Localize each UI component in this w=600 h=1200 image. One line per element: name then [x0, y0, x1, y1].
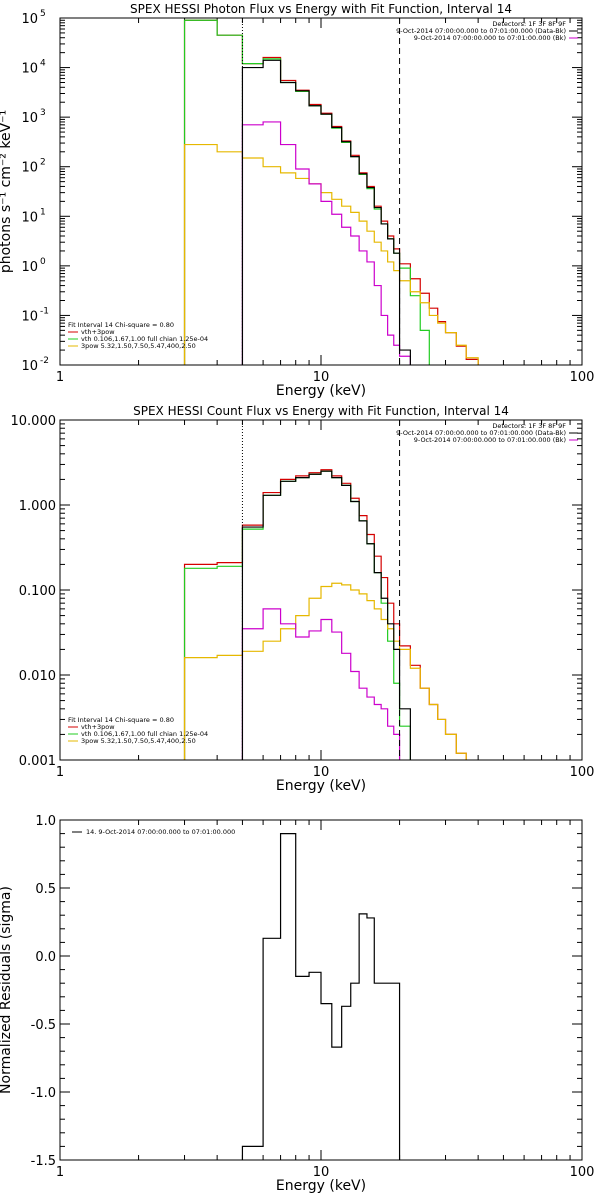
y-tick-base: 10: [21, 161, 38, 176]
chart-1: SPEX HESSI Photon Flux vs Energy with Fi…: [0, 2, 595, 399]
y-tick-label: 0.100: [19, 584, 56, 599]
legend-entry: 3pow 5.32,1.50,7.50,5.47,400,2.50: [81, 342, 196, 350]
chart-title: SPEX HESSI Photon Flux vs Energy with Fi…: [130, 2, 512, 16]
y-tick-exponent: 5: [40, 9, 46, 19]
y-tick-label: 10: [21, 309, 38, 324]
x-axis-label: Energy (keV): [276, 778, 366, 794]
x-tick-label: 100: [570, 370, 595, 385]
legend-entry: 9-Oct-2014 07:00:00.000 to 07:01:00.000 …: [414, 436, 566, 444]
legend-entry: 14. 9-Oct-2014 07:00:00.000 to 07:01:00.…: [86, 828, 235, 836]
y-tick-base: 10: [21, 62, 38, 77]
y-tick-label: -1.0: [31, 1086, 56, 1101]
y-tick-exponent: -2: [40, 356, 49, 366]
y-tick-base: 10: [21, 12, 38, 27]
legend-entry: 9-Oct-2014 07:00:00.000 to 07:01:00.000 …: [396, 429, 566, 437]
x-tick-label: 10: [313, 765, 330, 780]
legend-entry: Detectors: 1F 3F 8F 9F: [492, 20, 566, 28]
legend-entry: 9-Oct-2014 07:00:00.000 to 07:01:00.000 …: [396, 27, 566, 35]
legend-entry: vth 0.106,1.67,1.00 full chian 1.25e-04: [81, 335, 208, 343]
y-tick-label: -1.5: [31, 1154, 56, 1169]
x-tick-label: 1: [56, 370, 64, 385]
series-group: [183, 469, 467, 760]
x-axis-label: Energy (keV): [276, 383, 366, 399]
y-tick-label: 10: [21, 111, 38, 126]
legend-entry: Fit Interval 14 Chi-square = 0.80: [68, 716, 174, 724]
plot-frame: [59, 17, 583, 366]
legend-entry: Detectors: 1F 3F 8F 9F: [492, 422, 566, 430]
series-group: [183, 19, 479, 365]
y-tick-label: 0.001: [19, 754, 56, 769]
plot-frame: [59, 819, 583, 1161]
legend-entry: vth 0.106,1.67,1.00 full chian 1.25e-04: [81, 730, 208, 738]
y-tick-label: 10: [21, 210, 38, 225]
y-tick-exponent: 1: [40, 207, 46, 217]
y-tick-label: 10: [21, 260, 38, 275]
legend-entry: vth+3pow: [81, 328, 115, 336]
y-tick-label: 10: [21, 62, 38, 77]
x-tick-label: 10: [313, 370, 330, 385]
y-tick-exponent: 2: [40, 158, 46, 168]
y-tick-label: -0.5: [31, 1018, 56, 1033]
y-tick-label: 0.0: [35, 950, 56, 965]
y-tick-base: 10: [21, 309, 38, 324]
y-tick-base: 10: [21, 359, 38, 374]
x-tick-label: 100: [570, 765, 595, 780]
series-line-2: [183, 470, 411, 760]
series-line-4: [241, 608, 401, 760]
y-tick-base: 10: [21, 210, 38, 225]
series-line-5: [241, 59, 411, 365]
y-tick-label: 1.0: [35, 814, 56, 829]
y-tick-exponent: 4: [40, 59, 46, 69]
x-tick-label: 1: [56, 1165, 64, 1180]
y-tick-label: 0.5: [35, 882, 56, 897]
legend-entry: vth+3pow: [81, 723, 115, 731]
legend-entry: 3pow 5.32,1.50,7.50,5.47,400,2.50: [81, 737, 196, 745]
y-tick-label: 1.000: [19, 499, 56, 514]
y-tick-label: 10: [21, 359, 38, 374]
chart-3: 1 10 100 1.0 0.5 0.0 -0.5 -1.0 -1.5 Energy (keV) N…: [0, 814, 594, 1194]
chart-title: SPEX HESSI Count Flux vs Energy with Fit…: [133, 404, 509, 418]
series-line-3: [183, 143, 479, 365]
series-line-5: [241, 470, 411, 760]
y-tick-label: 0.010: [19, 669, 56, 684]
series-line-3: [183, 582, 467, 760]
series-line-1: [183, 469, 467, 760]
y-tick-exponent: 3: [40, 108, 46, 118]
y-tick-label: 10: [21, 161, 38, 176]
y-tick-base: 10: [21, 111, 38, 126]
y-axis-label: photons s⁻¹ cm⁻² keV⁻¹: [0, 110, 14, 273]
chart-2: SPEX HESSI Count Flux vs Energy with Fit…: [11, 404, 595, 794]
y-tick-exponent: -1: [40, 306, 49, 316]
x-tick-label: 1: [56, 765, 64, 780]
x-tick-label: 100: [570, 1165, 595, 1180]
legend-entry: Fit Interval 14 Chi-square = 0.80: [68, 321, 174, 329]
y-axis-label: Normalized Residuals (sigma): [0, 886, 14, 1094]
series-line-4: [241, 121, 411, 365]
legend-entry: 9-Oct-2014 07:00:00.000 to 07:01:00.000 …: [414, 34, 566, 42]
y-tick-label: 10.000: [11, 414, 57, 429]
y-tick-exponent: 0: [40, 257, 46, 267]
plot-frame: [59, 419, 583, 761]
x-axis-label: Energy (keV): [276, 1178, 366, 1194]
y-tick-label: 10: [21, 12, 38, 27]
series-group: [241, 833, 401, 1160]
y-tick-base: 10: [21, 260, 38, 275]
x-tick-label: 10: [313, 1165, 330, 1180]
series-line-1: [241, 833, 401, 1160]
